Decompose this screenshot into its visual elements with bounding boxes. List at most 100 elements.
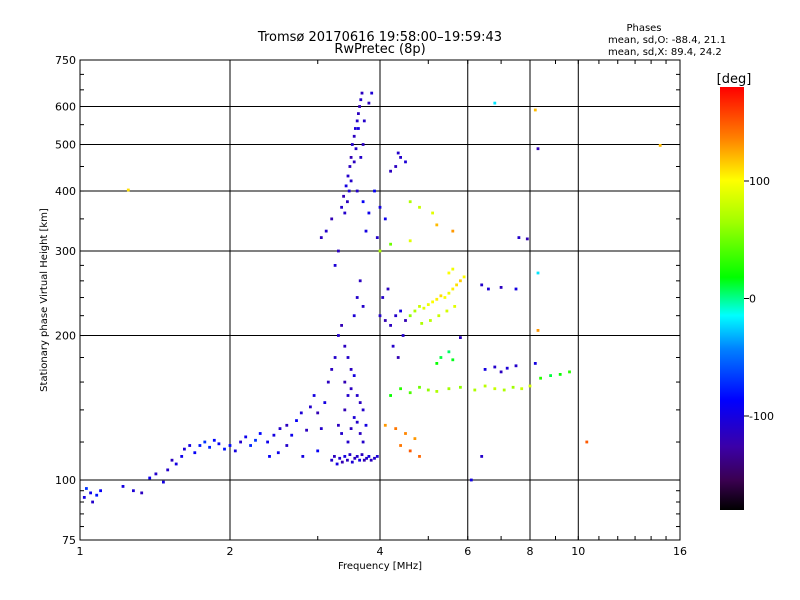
data-point [239,440,242,444]
data-point [502,388,506,392]
data-point [505,366,509,370]
data-point [355,119,359,123]
data-point [568,370,571,374]
data-point [389,242,392,246]
colorbar [720,87,744,510]
data-point [435,297,439,301]
data-point [359,156,363,159]
data-point [361,143,365,146]
data-point [337,249,340,253]
data-point [399,387,402,391]
data-point [349,179,353,183]
colorbar-label: [deg] [717,72,752,87]
data-point [375,236,379,239]
data-point [473,388,477,392]
data-point [85,487,88,490]
data-point [459,279,462,283]
data-point [347,189,351,193]
data-point [254,438,257,442]
data-point [383,319,387,322]
data-point [447,271,451,275]
data-point [445,309,449,313]
x-tick-label: 16 [673,545,687,558]
data-point [361,440,365,444]
data-point [346,200,349,204]
data-point [462,275,466,279]
data-point [335,462,339,466]
data-point [391,344,395,348]
data-point [249,444,252,447]
data-point [326,380,330,384]
data-point [333,455,336,458]
chart-subtitle: RwPretec (8p) [334,42,425,57]
data-point [420,322,424,325]
data-point [539,376,542,380]
data-point [89,491,92,495]
data-point [514,364,518,368]
data-point [354,147,358,151]
data-point [352,134,356,138]
colorbar-tick-label: -100 [749,410,774,423]
data-point [266,440,269,444]
data-point [455,283,458,287]
data-point [316,449,320,453]
data-point [408,391,412,395]
y-tick-label: 500 [55,139,76,152]
data-point [536,147,540,151]
x-tick-label: 10 [571,545,585,558]
data-point [346,356,350,359]
data-point [193,451,197,455]
data-point [394,427,398,430]
data-point [401,334,405,337]
data-point [435,390,439,393]
stats-line-o: mean, sd,O: -88.4, 21.1 [608,35,726,46]
data-point [217,442,221,446]
data-point [276,451,280,455]
data-point [528,384,532,388]
data-point [348,453,352,456]
data-point [585,440,589,444]
y-tick-label: 600 [55,101,76,114]
data-point [358,105,361,108]
data-point [383,217,387,221]
data-point [493,387,497,391]
y-tick-label: 400 [55,185,76,198]
data-point [358,279,362,283]
data-point [358,432,362,435]
x-axis-ticks: 1 2 4 6 8 10 16 [77,60,687,558]
data-point [451,229,455,233]
data-point [413,309,417,313]
data-point [525,237,529,241]
data-point [375,455,379,458]
data-point [258,432,262,435]
data-point [447,350,451,354]
colorbar-tick-label: 0 [749,293,756,306]
x-tick-label: 1 [77,545,84,558]
y-tick-label: 75 [62,534,76,547]
data-point [396,151,400,155]
data-point [244,435,248,439]
data-point [330,458,334,462]
data-point [348,165,352,168]
data-point [208,445,211,449]
data-point [358,458,361,462]
data-point [353,456,357,460]
data-point [309,405,312,409]
data-point [459,385,462,389]
data-point [352,374,356,377]
data-point [370,91,374,95]
data-point [364,229,368,233]
data-point [511,385,515,389]
data-point [514,287,518,291]
data-point [435,362,439,365]
data-point [364,423,368,427]
data-point [126,188,130,192]
data-point [346,174,350,178]
data-point [166,468,170,472]
data-point [658,144,662,147]
data-point [121,485,125,488]
data-point [394,314,398,318]
data-point [483,384,487,388]
data-point [316,411,320,415]
data-point [483,368,487,371]
